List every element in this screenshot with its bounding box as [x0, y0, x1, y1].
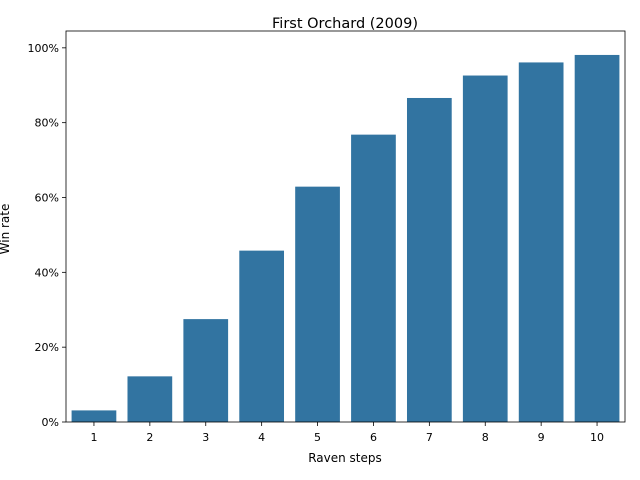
bar-1	[71, 410, 117, 422]
x-tick-label: 5	[314, 431, 321, 444]
bar-7	[406, 97, 452, 422]
bars-group	[71, 54, 620, 423]
bar-3	[183, 319, 229, 422]
y-tick-label: 40%	[35, 266, 59, 279]
x-tick-label: 2	[146, 431, 153, 444]
bar-4	[239, 250, 285, 422]
x-tick-label: 7	[426, 431, 433, 444]
y-axis-label: Win rate	[0, 204, 12, 255]
bar-2	[127, 376, 173, 422]
plot-frame	[65, 30, 626, 423]
x-tick-label: 8	[482, 431, 489, 444]
x-axis: 1 2 3 4 5 6 7 8 9 10	[90, 422, 604, 444]
x-tick-label: 9	[538, 431, 545, 444]
bar-5	[295, 186, 340, 422]
y-tick-label: 60%	[35, 192, 59, 205]
x-tick-label: 1	[90, 431, 97, 444]
x-tick-label: 10	[590, 431, 604, 444]
y-tick-label: 100%	[28, 42, 59, 55]
x-tick-label: 3	[202, 431, 209, 444]
y-tick-label: 0%	[42, 416, 59, 429]
y-tick-label: 80%	[35, 117, 59, 130]
x-tick-label: 4	[258, 431, 265, 444]
chart-title: First Orchard (2009)	[272, 16, 418, 32]
bar-8	[462, 75, 508, 422]
x-tick-label: 6	[370, 431, 377, 444]
y-axis: 0% 20% 40% 60% 80% 100%	[28, 42, 66, 429]
bar-10	[574, 54, 620, 422]
y-tick-label: 20%	[35, 341, 59, 354]
bar-6	[351, 134, 396, 422]
bar-9	[518, 62, 564, 423]
x-axis-label: Raven steps	[308, 451, 382, 465]
